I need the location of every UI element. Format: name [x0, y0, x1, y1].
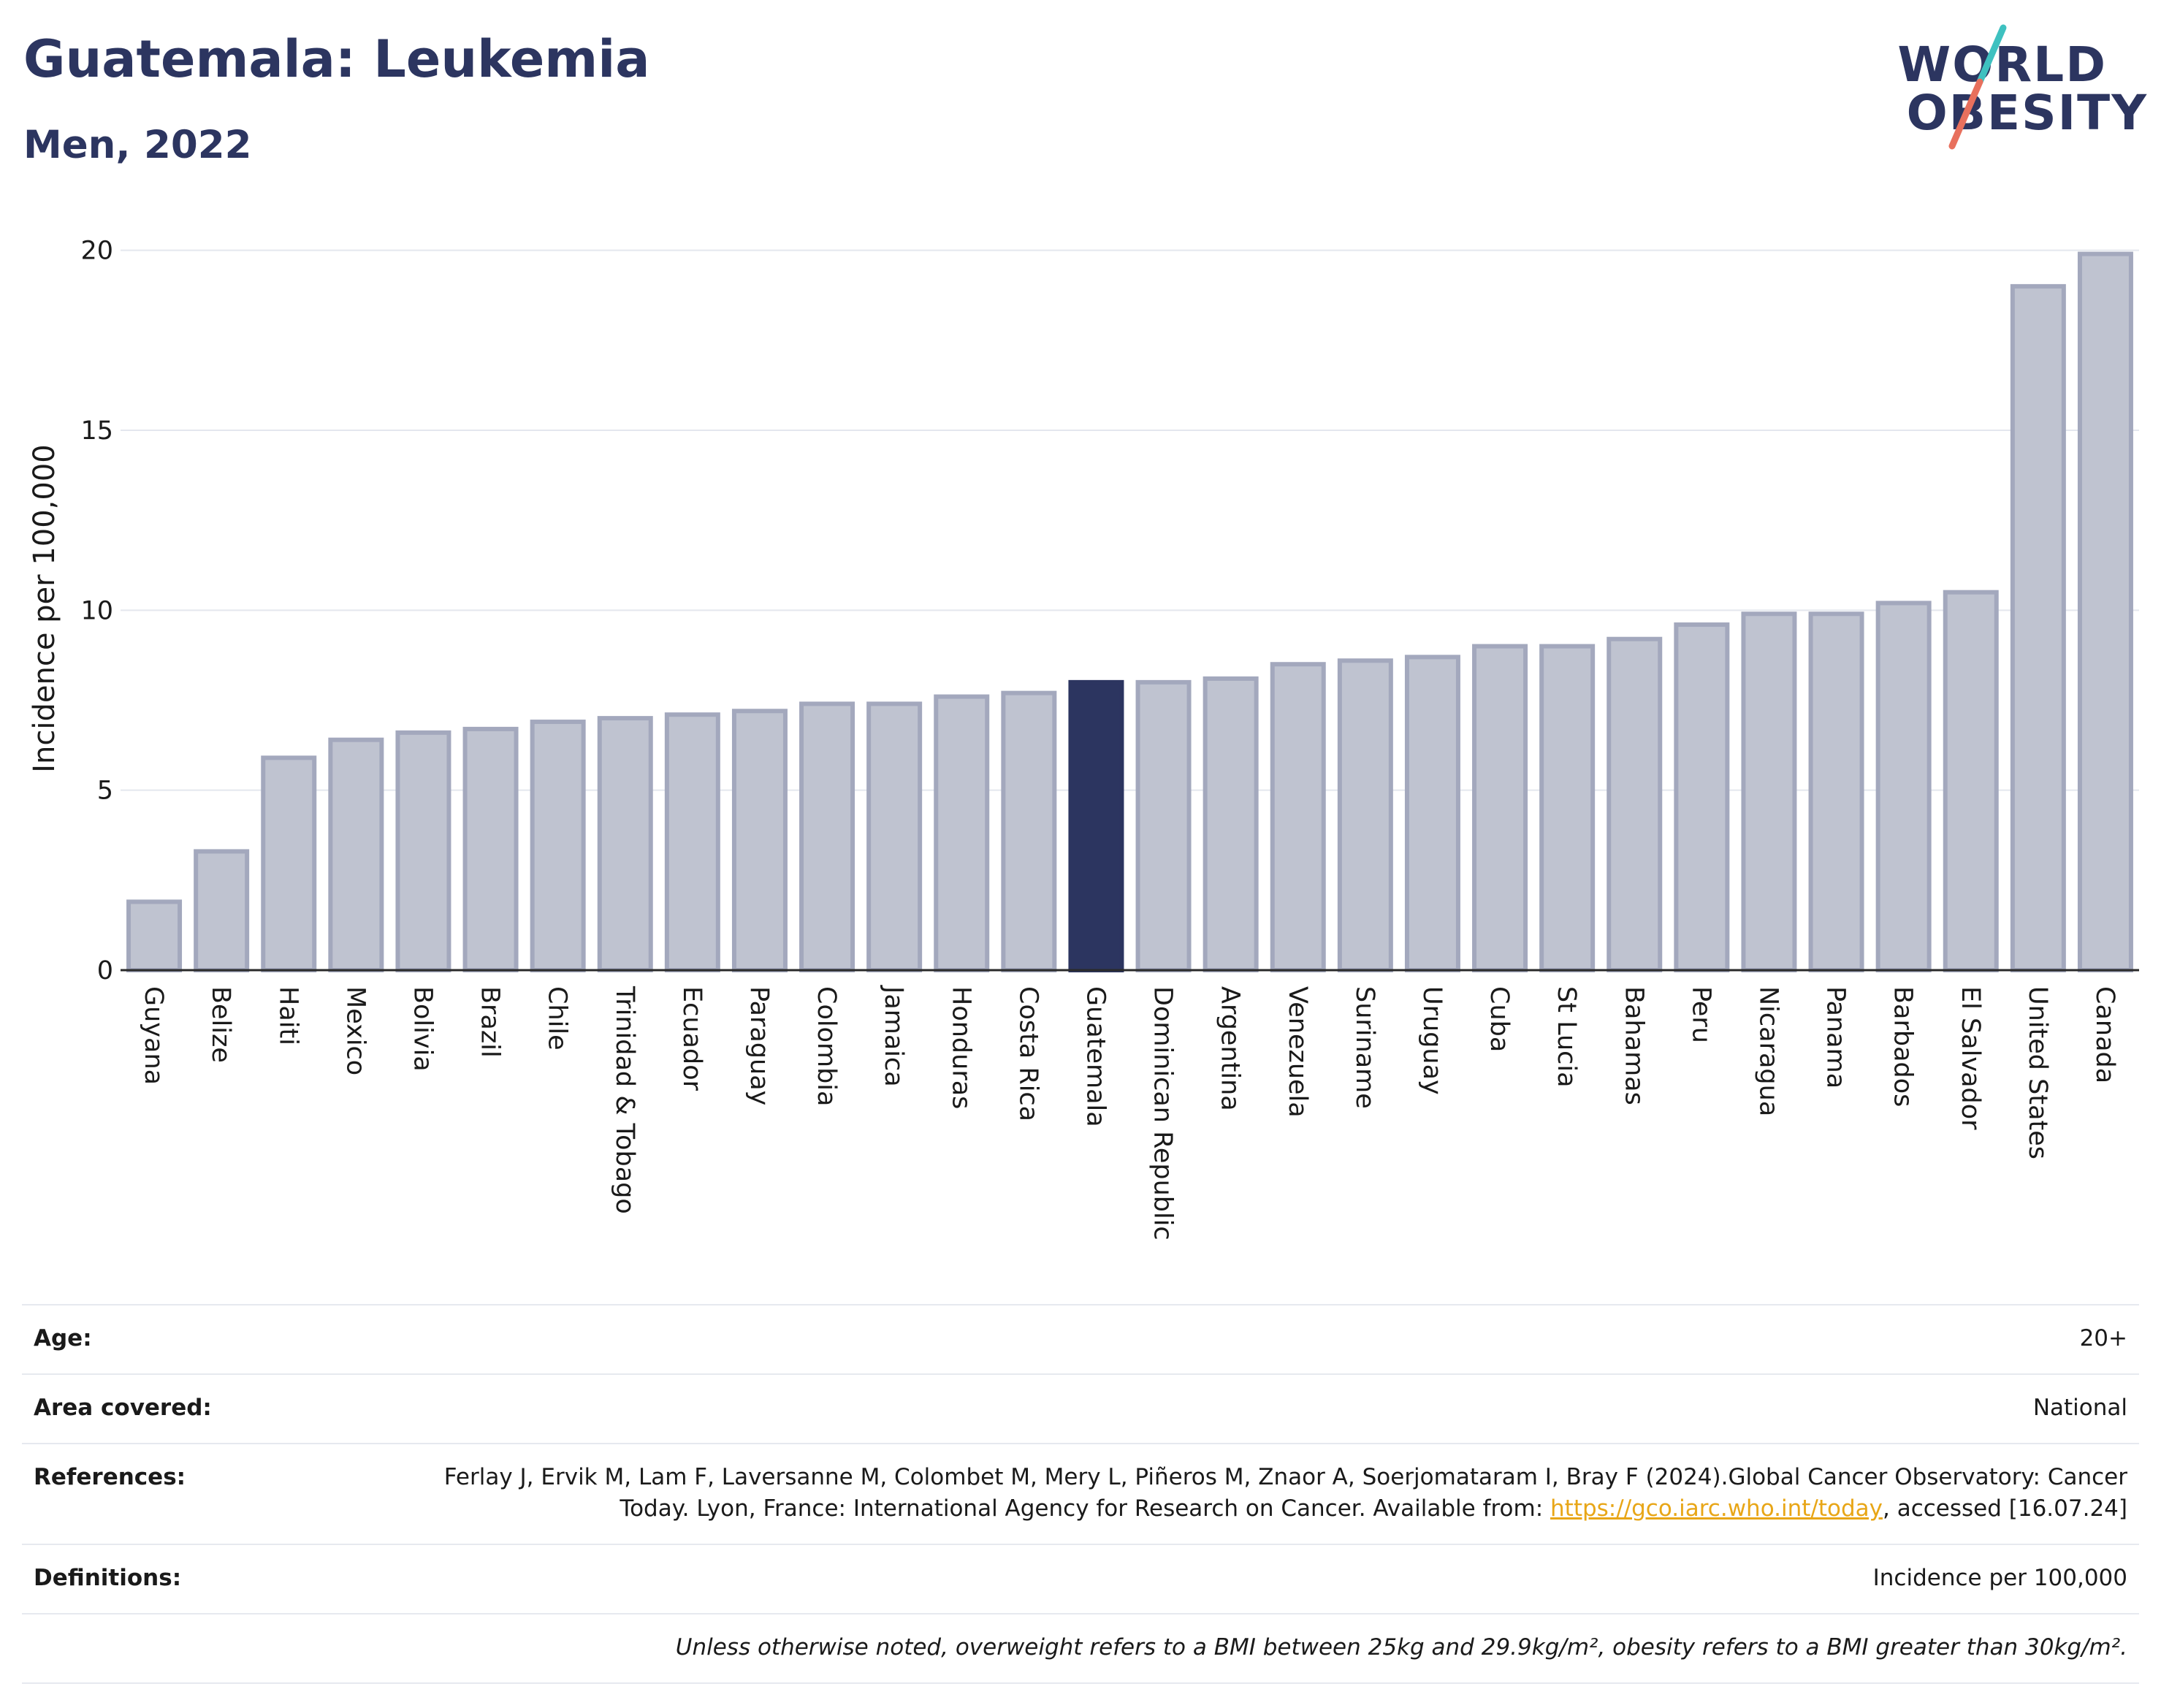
y-tick-label: 10 [80, 596, 113, 625]
bar [1068, 679, 1124, 972]
x-tick-label: Mexico [340, 986, 370, 1075]
x-tick-label: Belize [206, 986, 235, 1063]
x-tick-label: Argentina [1216, 986, 1245, 1111]
x-tick-label: Venezuela [1283, 986, 1312, 1118]
age-value: 20+ [2079, 1325, 2127, 1351]
x-tick-label: El Salvador [1956, 986, 1985, 1130]
x-tick-label: Paraguay [744, 986, 774, 1105]
x-tick-label: Bahamas [1619, 986, 1648, 1105]
bar [934, 694, 990, 972]
references-tail: , accessed [16.07.24] [1882, 1495, 2127, 1522]
age-label: Age: [34, 1325, 92, 1351]
bar [395, 730, 451, 973]
x-tick-label: Suriname [1350, 986, 1379, 1109]
x-tick-label: Honduras [946, 986, 975, 1109]
bar [1943, 590, 1999, 972]
logo-text-obesity: OBESITY [1906, 85, 2148, 141]
references-label: References: [34, 1464, 186, 1490]
bar [1270, 662, 1326, 972]
bar [194, 849, 250, 972]
x-tick-label: Barbados [1889, 986, 1918, 1107]
x-tick-label: St Lucia [1552, 986, 1581, 1088]
x-tick-label: Guatemala [1080, 986, 1110, 1127]
x-tick-label: Bolivia [408, 986, 437, 1072]
x-tick-label: Chile [543, 986, 572, 1051]
references-link[interactable]: https://gco.iarc.who.int/today [1550, 1495, 1883, 1522]
bar [1001, 690, 1057, 972]
info-row-footnote: Unless otherwise noted, overweight refer… [22, 1614, 2139, 1684]
page-title: Guatemala: Leukemia [23, 29, 650, 89]
x-tick-label: Uruguay [1417, 986, 1447, 1095]
bar [1135, 679, 1192, 972]
bar [1539, 644, 1596, 973]
x-tick-label: Nicaragua [1753, 986, 1783, 1116]
bar [530, 720, 586, 972]
bar [1674, 622, 1730, 973]
definitions-label: Definitions: [34, 1565, 182, 1591]
bar [261, 755, 317, 972]
bar [1472, 644, 1528, 973]
x-tick-label: Panama [1821, 986, 1851, 1089]
info-table: Age: 20+ Area covered: National Referenc… [22, 1304, 2139, 1684]
bar [462, 726, 519, 973]
logo-text-world: WORLD [1897, 37, 2107, 93]
bar [664, 712, 720, 972]
y-tick-label: 5 [97, 777, 113, 806]
x-tick-label: Dominican Republic [1148, 986, 1178, 1240]
y-tick-label: 0 [97, 956, 113, 985]
bar [2077, 251, 2133, 972]
y-tick-label: 15 [80, 416, 113, 446]
bar [799, 701, 855, 972]
bar-chart: 0 5 10 15 20 Incidence per 100,000 Guyana Beliz… [28, 237, 2139, 1240]
x-tick-label: Ecuador [677, 986, 706, 1091]
x-tick-label: Trinidad & Tobago [610, 985, 639, 1214]
footnote: Unless otherwise noted, overweight refer… [675, 1634, 2127, 1661]
x-tick-label: Brazil [476, 986, 505, 1058]
bar [1404, 655, 1460, 972]
area-label: Area covered: [34, 1395, 212, 1421]
x-tick-label: Canada [2090, 986, 2119, 1083]
info-row-references: References: Ferlay J, Ervik M, Lam F, La… [22, 1444, 2139, 1545]
bar [597, 716, 653, 972]
x-tick-label: Peru [1686, 986, 1715, 1043]
bar [126, 899, 183, 973]
bar [866, 701, 923, 972]
definitions-value: Incidence per 100,000 [1872, 1565, 2127, 1591]
bar [1607, 636, 1663, 972]
references-value: Ferlay J, Ervik M, Lam F, Laversanne M, … [389, 1462, 2127, 1525]
bar [1741, 611, 1797, 972]
x-tick-label: Jamaica [879, 985, 908, 1087]
bar [2010, 283, 2066, 972]
bar [1875, 601, 1932, 973]
x-tick-label: Guyana [139, 986, 168, 1085]
bar [1203, 676, 1259, 972]
references-text: Ferlay J, Ervik M, Lam F, Laversanne M, … [443, 1464, 2127, 1522]
y-tick-label: 20 [80, 237, 113, 266]
area-value: National [2032, 1395, 2127, 1421]
x-tick-label: Colombia [812, 986, 841, 1106]
info-row-age: Age: 20+ [22, 1305, 2139, 1375]
x-tick-label: Costa Rica [1013, 986, 1043, 1121]
info-row-definitions: Definitions: Incidence per 100,000 [22, 1545, 2139, 1614]
bar [1808, 611, 1864, 972]
x-tick-label: Haiti [273, 986, 302, 1045]
info-row-area: Area covered: National [22, 1375, 2139, 1444]
bar [731, 709, 788, 973]
bar [328, 737, 384, 972]
world-obesity-logo: WORLD OBESITY [1897, 20, 2148, 152]
page-subtitle: Men, 2022 [23, 123, 252, 167]
x-tick-label: United States [2023, 986, 2052, 1159]
y-axis-label: Incidence per 100,000 [28, 444, 61, 773]
logo-slash-icon [1948, 24, 2007, 150]
bar [1337, 658, 1393, 972]
x-tick-label: Cuba [1485, 986, 1514, 1052]
